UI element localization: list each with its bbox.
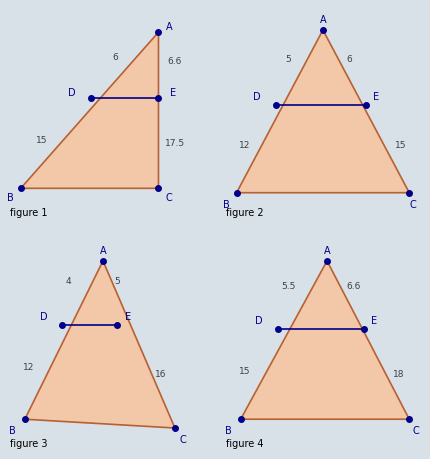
Text: E: E bbox=[170, 87, 176, 97]
Text: figure 4: figure 4 bbox=[226, 438, 264, 448]
Text: 5: 5 bbox=[114, 277, 120, 285]
Text: A: A bbox=[166, 22, 172, 32]
Text: C: C bbox=[412, 425, 419, 435]
Text: figure 3: figure 3 bbox=[10, 438, 48, 448]
Text: A: A bbox=[319, 15, 326, 25]
Text: C: C bbox=[180, 434, 187, 444]
Text: 5: 5 bbox=[285, 55, 291, 64]
Polygon shape bbox=[237, 31, 409, 193]
Text: figure 2: figure 2 bbox=[226, 207, 264, 218]
Text: 15: 15 bbox=[239, 367, 251, 375]
Text: 12: 12 bbox=[239, 140, 251, 150]
Text: B: B bbox=[7, 193, 14, 203]
Text: 5.5: 5.5 bbox=[281, 281, 295, 290]
Text: 15: 15 bbox=[395, 140, 407, 150]
Text: 12: 12 bbox=[23, 362, 35, 371]
Text: B: B bbox=[223, 199, 230, 209]
Text: figure 1: figure 1 bbox=[10, 207, 48, 218]
Text: C: C bbox=[410, 199, 417, 209]
Text: 6: 6 bbox=[347, 55, 353, 64]
Text: D: D bbox=[255, 316, 263, 325]
Text: B: B bbox=[225, 425, 232, 435]
Text: B: B bbox=[9, 425, 16, 435]
Text: A: A bbox=[324, 246, 330, 255]
Polygon shape bbox=[241, 261, 409, 420]
Text: D: D bbox=[40, 311, 47, 321]
Text: 18: 18 bbox=[393, 369, 405, 378]
Text: D: D bbox=[253, 92, 261, 102]
Text: 6.6: 6.6 bbox=[168, 57, 182, 66]
Text: 6: 6 bbox=[112, 53, 118, 62]
Text: 6.6: 6.6 bbox=[347, 281, 361, 290]
Text: E: E bbox=[371, 316, 378, 325]
Text: 16: 16 bbox=[155, 369, 166, 378]
Text: 15: 15 bbox=[36, 136, 47, 145]
Text: E: E bbox=[373, 92, 379, 102]
Polygon shape bbox=[21, 33, 159, 189]
Text: A: A bbox=[100, 246, 106, 255]
Text: E: E bbox=[125, 311, 131, 321]
Text: C: C bbox=[166, 193, 172, 203]
Polygon shape bbox=[25, 261, 175, 428]
Text: 4: 4 bbox=[65, 277, 71, 285]
Text: 17.5: 17.5 bbox=[165, 138, 185, 147]
Text: D: D bbox=[68, 87, 76, 97]
